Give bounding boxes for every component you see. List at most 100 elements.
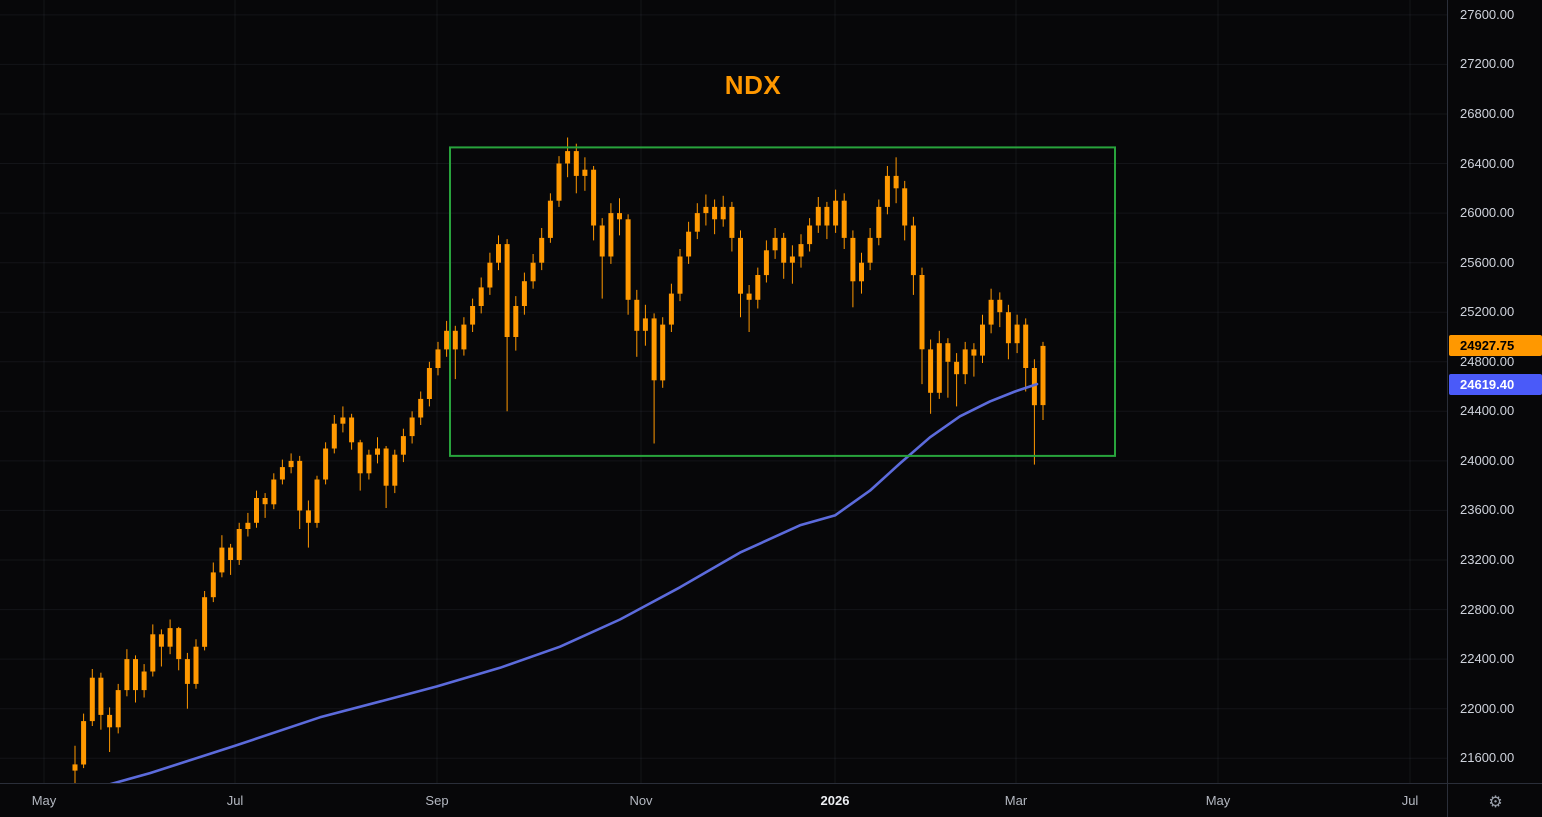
candle-body bbox=[409, 417, 415, 437]
candle-body bbox=[340, 417, 346, 424]
price-tick-label: 25200.00 bbox=[1460, 304, 1515, 320]
candle-body bbox=[954, 361, 960, 375]
candle-body bbox=[642, 318, 648, 331]
candle-body bbox=[625, 219, 631, 300]
candle-body bbox=[305, 510, 311, 523]
candle-body bbox=[884, 175, 890, 207]
candle-body bbox=[703, 206, 709, 214]
price-tick-label: 24800.00 bbox=[1460, 353, 1515, 369]
candle-body bbox=[651, 318, 657, 381]
candle-body bbox=[729, 206, 735, 238]
candle-body bbox=[893, 175, 899, 189]
candle-body bbox=[582, 169, 588, 176]
candle-body bbox=[444, 330, 450, 350]
candle-body bbox=[1023, 324, 1029, 368]
candle-body bbox=[133, 659, 138, 691]
candle-body bbox=[841, 200, 847, 238]
candle-body bbox=[297, 460, 303, 511]
candle-body bbox=[271, 479, 277, 505]
candle-body bbox=[167, 628, 173, 647]
price-tick-label: 24400.00 bbox=[1460, 403, 1515, 419]
candle-body bbox=[470, 306, 476, 325]
symbol-title: NDX bbox=[724, 70, 782, 100]
candle-body bbox=[677, 256, 683, 294]
candle-body bbox=[936, 343, 942, 393]
candle-body bbox=[98, 677, 104, 715]
candle-body bbox=[383, 448, 389, 486]
candle-body bbox=[772, 237, 778, 251]
candle-body bbox=[349, 417, 355, 443]
candle-body bbox=[158, 634, 164, 647]
candle-body bbox=[686, 231, 692, 257]
time-label-month: Jul bbox=[226, 793, 244, 808]
time-label-month: Sep bbox=[425, 793, 449, 808]
candle-body bbox=[504, 244, 510, 337]
time-label-month: Nov bbox=[629, 793, 653, 808]
candle-body bbox=[375, 448, 380, 455]
candle-body bbox=[720, 206, 726, 220]
candle-body bbox=[789, 256, 795, 263]
candle-body bbox=[487, 262, 493, 288]
candle-body bbox=[1040, 345, 1046, 406]
candle-body bbox=[556, 163, 562, 201]
time-label-month: May bbox=[31, 793, 57, 808]
candle-body bbox=[176, 628, 182, 660]
last-price-tag: 24927.75 bbox=[1449, 335, 1542, 357]
candle-body bbox=[980, 324, 985, 356]
candle-body bbox=[228, 547, 234, 560]
candle-body bbox=[115, 690, 121, 728]
candle-body bbox=[245, 522, 251, 529]
candle-body bbox=[236, 529, 242, 560]
candle-body bbox=[1031, 368, 1037, 406]
price-tick-label: 27600.00 bbox=[1460, 6, 1515, 22]
candle-body bbox=[400, 436, 406, 455]
candle-body bbox=[928, 349, 934, 393]
candle-body bbox=[521, 281, 527, 306]
candle-body bbox=[910, 225, 916, 276]
candle-body bbox=[202, 597, 208, 647]
price-tick-label: 26800.00 bbox=[1460, 105, 1515, 121]
candle-body bbox=[314, 479, 320, 523]
candle-body bbox=[478, 287, 484, 306]
price-tick-label: 22400.00 bbox=[1460, 651, 1515, 667]
candle-body bbox=[426, 368, 432, 399]
candle-body bbox=[971, 349, 977, 356]
candle-body bbox=[763, 250, 769, 276]
candle-body bbox=[755, 275, 761, 300]
candle-body bbox=[530, 262, 536, 282]
candle-body bbox=[124, 659, 130, 691]
price-tick-label: 23600.00 bbox=[1460, 502, 1515, 518]
candle-body bbox=[634, 299, 640, 331]
candle-body bbox=[565, 151, 571, 164]
candle-body bbox=[89, 677, 95, 722]
price-axis[interactable]: 24927.75 24619.40 27600.00 27200.00 26800.… bbox=[1447, 0, 1542, 783]
candle-body bbox=[902, 188, 908, 226]
candle-body bbox=[435, 349, 441, 368]
price-tick-label: 23200.00 bbox=[1460, 551, 1515, 567]
candle-body bbox=[496, 244, 501, 263]
candle-body bbox=[193, 646, 199, 684]
chart-canvas[interactable] bbox=[0, 0, 1447, 783]
candle-body bbox=[150, 634, 156, 672]
candle-body bbox=[815, 206, 821, 226]
time-axis[interactable]: May Jul Sep Nov 2026 Mar May Jul bbox=[0, 783, 1542, 817]
candle-body bbox=[824, 206, 830, 226]
candle-body bbox=[962, 349, 968, 375]
candle-body bbox=[210, 572, 216, 598]
candle-body bbox=[997, 299, 1003, 313]
candle-body bbox=[712, 206, 718, 220]
price-scale-settings-icon[interactable]: ⚙ bbox=[1488, 791, 1503, 811]
candle-body bbox=[539, 237, 545, 263]
candle-body bbox=[1005, 312, 1011, 344]
price-chart-plot[interactable] bbox=[0, 0, 1447, 783]
candle-body bbox=[513, 306, 519, 337]
price-tick-label: 27200.00 bbox=[1460, 56, 1515, 72]
candle-body bbox=[850, 237, 856, 282]
candle-body bbox=[81, 721, 87, 765]
candle-body bbox=[392, 454, 398, 486]
price-tick-label: 22000.00 bbox=[1460, 700, 1515, 716]
candle-body bbox=[573, 151, 579, 176]
candle-body bbox=[452, 330, 458, 350]
time-label-month: Mar bbox=[1004, 793, 1028, 808]
candle-body bbox=[331, 423, 337, 449]
